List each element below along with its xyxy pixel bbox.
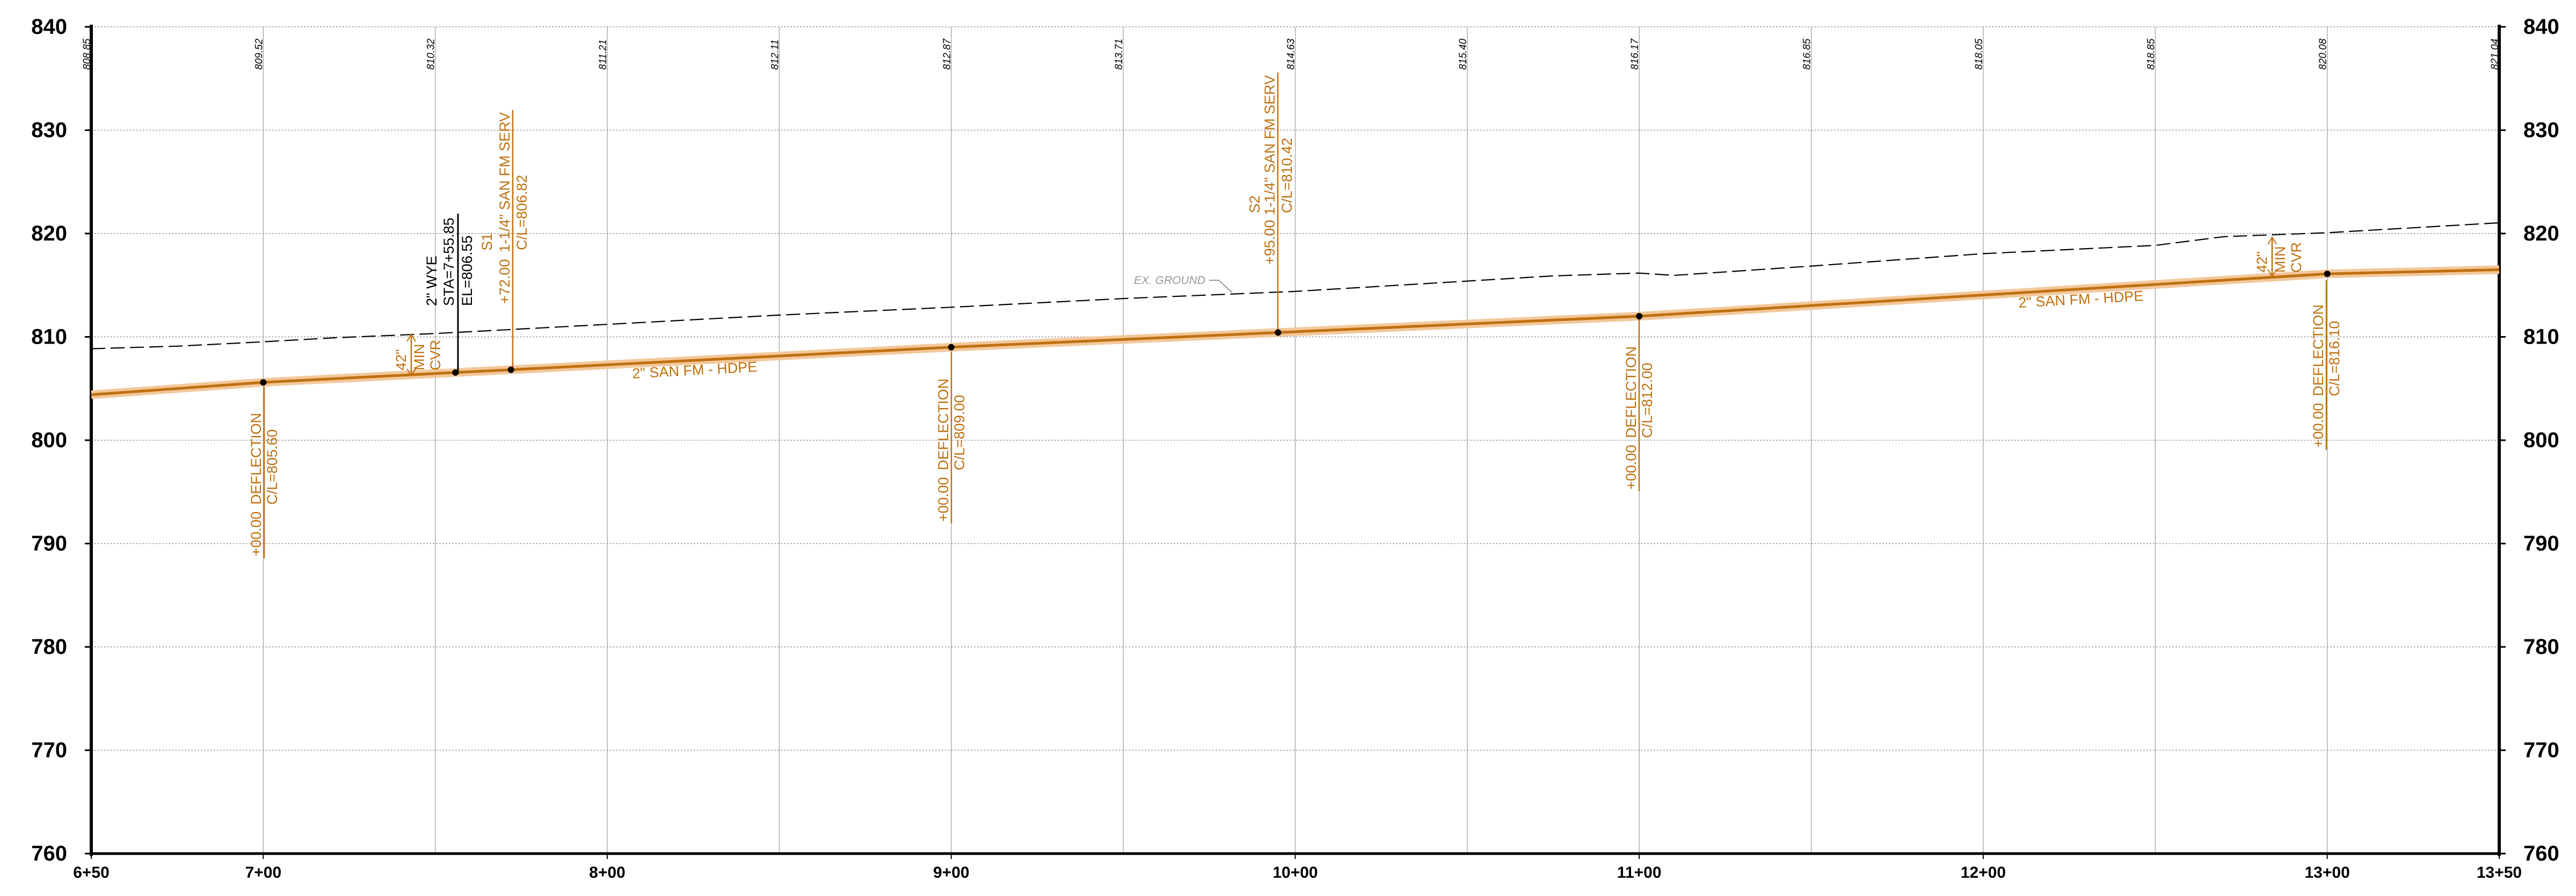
- x-axis: 6+50 7+00 8+00 9+00 10+00 11+00 12+00 13+00 13+5…: [73, 854, 2522, 882]
- pipe-point: [452, 369, 459, 376]
- min-cover-depth: 42": [393, 349, 409, 370]
- y-axis: 840 840 830 830 820 820 810 810 800 800 790 790 780 7…: [31, 15, 2559, 865]
- wye-title: 2" WYE: [424, 256, 440, 306]
- ground-elevation-label: 808.85: [82, 38, 93, 70]
- deflection-cl: C/L=809.00: [951, 395, 967, 470]
- y-tick-label-right: 810: [2523, 325, 2559, 349]
- y-tick-label-left: 770: [31, 739, 67, 762]
- wye-elevation: EL=806.55: [459, 236, 475, 306]
- pipe-point: [260, 379, 267, 386]
- min-cover-left: 42" MIN CVR: [393, 333, 443, 377]
- ground-elevation-labels: 808.85 809.52 810.32 811.21 812.11 812.87 813.…: [82, 38, 2501, 70]
- s1-desc: 1-1/4" SAN FM SERV: [497, 112, 513, 252]
- y-tick-label-right: 760: [2523, 842, 2559, 865]
- pipe-point: [948, 344, 955, 351]
- x-tick-label: 8+00: [589, 864, 625, 882]
- ground-elevation-label: 816.17: [1629, 38, 1641, 70]
- wye-station: STA=7+55.85: [441, 217, 457, 306]
- x-tick-label: 10+00: [1272, 864, 1318, 882]
- deflection-cl: C/L=805.60: [264, 429, 280, 505]
- ex-ground-label: EX. GROUND: [1134, 274, 1205, 287]
- deflection-callout: +00.00 DEFLECTION C/L=809.00: [935, 352, 967, 523]
- y-tick-label-left: 760: [31, 842, 67, 865]
- ground-elevation-label: 810.32: [426, 38, 437, 70]
- deflection-title: DEFLECTION: [248, 413, 264, 505]
- y-tick-label-left: 820: [31, 222, 67, 245]
- ground-elevation-label: 812.87: [942, 38, 953, 70]
- y-tick-label-right: 800: [2523, 428, 2559, 452]
- deflection-station: +00.00: [2310, 403, 2326, 448]
- min-cover-min: MIN: [411, 344, 427, 371]
- s2-offset: +95.00: [1262, 220, 1278, 265]
- ground-elevation-label: 815.40: [1458, 38, 1469, 70]
- y-tick-label-left: 790: [31, 532, 67, 556]
- y-tick-label-left: 810: [31, 325, 67, 349]
- y-tick-label-right: 770: [2523, 739, 2559, 762]
- ground-elevation-label: 811.21: [598, 39, 609, 70]
- y-tick-label-left: 800: [31, 428, 67, 452]
- deflection-title: DEFLECTION: [935, 378, 951, 470]
- deflection-cl: C/L=812.00: [1639, 363, 1655, 438]
- deflection-station: +00.00: [248, 512, 264, 556]
- x-tick-label: 7+00: [245, 864, 282, 882]
- pipe-point: [1275, 329, 1282, 336]
- ex-ground-leader: [1209, 280, 1233, 293]
- ground-elevation-label: 816.85: [1802, 38, 1813, 70]
- min-cover-min: MIN: [2272, 246, 2288, 273]
- x-tick-label: 6+50: [73, 864, 110, 882]
- ground-elevation-label: 813.71: [1114, 39, 1125, 70]
- pipe-point: [507, 366, 514, 373]
- deflection-callout: +00.00 DEFLECTION C/L=816.10: [2310, 280, 2342, 450]
- grid: [91, 26, 2499, 854]
- s2-desc: 1-1/4" SAN FM SERV: [1262, 75, 1278, 215]
- s1-cl: C/L=806.82: [514, 175, 530, 250]
- y-tick-label-left: 780: [31, 635, 67, 659]
- y-tick-label-left: 830: [31, 119, 67, 142]
- ground-elevation-label: 814.63: [1286, 38, 1297, 70]
- min-cover-cvr: CVR: [2288, 242, 2304, 273]
- deflection-station: +00.00: [935, 477, 951, 522]
- deflection-cl: C/L=816.10: [2326, 321, 2342, 396]
- y-tick-label-right: 840: [2523, 15, 2559, 39]
- s1-name: S1: [479, 233, 495, 251]
- y-tick-label-right: 790: [2523, 532, 2559, 556]
- x-tick-label: 9+00: [933, 864, 970, 882]
- min-cover-right: 42" MIN CVR: [2254, 236, 2304, 278]
- s2-cl: C/L=810.42: [1279, 138, 1295, 213]
- deflection-title: DEFLECTION: [1623, 346, 1639, 438]
- pipe-points: [260, 271, 2331, 386]
- y-tick-label-right: 780: [2523, 635, 2559, 659]
- ground-elevation-label: 818.85: [2145, 38, 2157, 70]
- ground-elevation-label: 821.04: [2490, 39, 2501, 70]
- ground-elevation-label: 812.11: [769, 39, 781, 70]
- ground-elevation-label: 809.52: [253, 38, 265, 70]
- ex-ground-line: [91, 222, 2500, 349]
- deflection-callout: +00.00 DEFLECTION C/L=812.00: [1623, 319, 1655, 491]
- deflection-title: DEFLECTION: [2310, 304, 2326, 396]
- ground-elevation-label: 818.05: [1974, 38, 1985, 70]
- y-tick-label-left: 840: [31, 15, 67, 39]
- service-s1-callout: S1 1-1/4" SAN FM SERV +72.00 C/L=806.82: [479, 110, 530, 371]
- y-tick-label-right: 820: [2523, 222, 2559, 245]
- pipe-point: [1636, 313, 1643, 319]
- s2-name: S2: [1247, 195, 1263, 213]
- y-tick-label-right: 830: [2523, 119, 2559, 142]
- min-cover-depth: 42": [2254, 251, 2270, 273]
- deflection-station: +00.00: [1623, 445, 1639, 490]
- wye-callout: 2" WYE STA=7+55.85 EL=806.55: [424, 214, 475, 374]
- ground-elevation-label: 820.08: [2318, 38, 2329, 70]
- x-tick-label: 13+50: [2477, 864, 2522, 882]
- service-s2-callout: S2 1-1/4" SAN FM SERV +95.00 C/L=810.42: [1247, 72, 1295, 333]
- x-tick-label: 12+00: [1961, 864, 2006, 882]
- x-tick-label: 11+00: [1617, 864, 1662, 882]
- min-cover-cvr: CVR: [427, 340, 443, 370]
- x-tick-label: 13+00: [2305, 864, 2350, 882]
- pipe-point: [2324, 271, 2331, 278]
- deflection-callout: +00.00 DEFLECTION C/L=805.60: [248, 387, 280, 558]
- annotations: 2" SAN FM - HDPE 2" SAN FM - HDPE EX. GR…: [248, 72, 2342, 558]
- s1-offset: +72.00: [497, 259, 513, 304]
